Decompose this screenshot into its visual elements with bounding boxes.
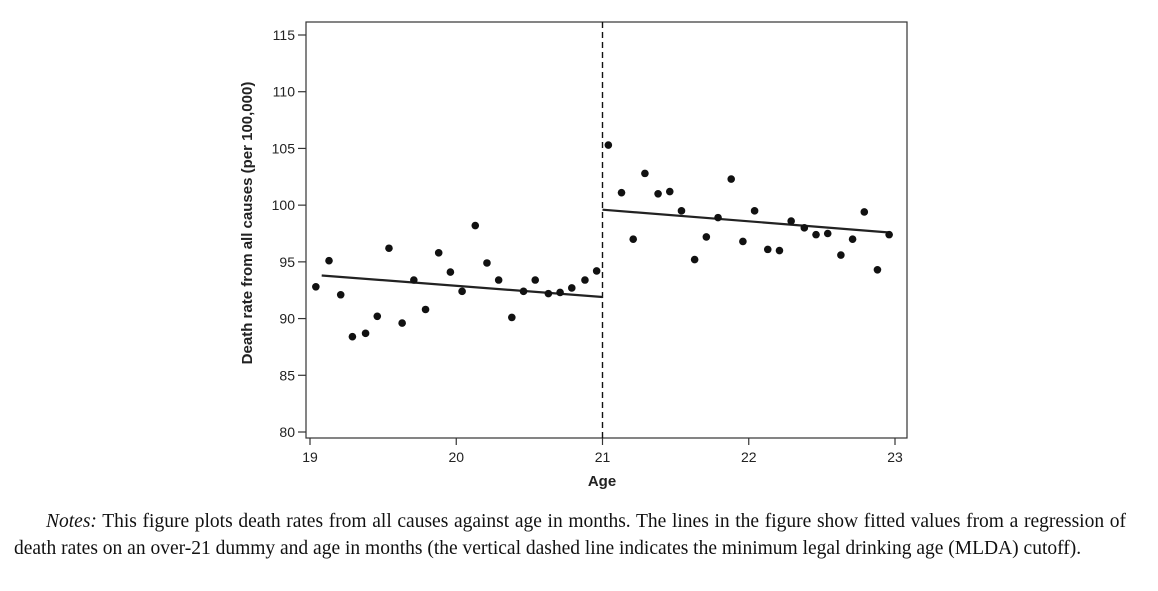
data-point <box>750 207 759 215</box>
data-point <box>641 169 649 178</box>
fitted-line <box>602 208 888 234</box>
data-point <box>410 276 418 284</box>
y-tick-label: 105 <box>272 140 296 156</box>
data-point <box>508 313 516 322</box>
plot-frame <box>305 21 908 439</box>
notes-text: This figure plots death rates from all c… <box>14 511 1126 559</box>
x-tick-label: 23 <box>887 449 903 465</box>
data-point <box>385 244 393 253</box>
x-axis-title: Age <box>588 473 616 490</box>
fitted-line <box>321 274 603 299</box>
y-tick-label: 90 <box>279 311 295 327</box>
data-point <box>837 251 845 259</box>
data-point <box>848 235 857 243</box>
data-point <box>727 175 735 183</box>
data-point <box>763 245 772 254</box>
y-tick-label: 80 <box>279 424 295 440</box>
data-point <box>592 267 601 275</box>
data-point <box>654 190 662 198</box>
data-point <box>812 230 820 239</box>
y-axis-title: Death rate from all causes (per 100,000) <box>239 82 256 365</box>
figure-notes: Notes: This figure plots death rates fro… <box>14 508 1126 562</box>
death-rate-chart: 80 85 90 95 100 105 110 115 19 20 21 22 23 Age Death… <box>239 21 908 490</box>
x-tick-label: 22 <box>741 449 757 465</box>
data-point <box>604 141 613 149</box>
data-point <box>434 248 443 257</box>
data-point <box>458 287 466 296</box>
notes-label: Notes: <box>46 511 97 532</box>
x-tick-label: 21 <box>595 449 611 465</box>
data-point <box>312 283 320 291</box>
data-point <box>714 213 722 222</box>
data-point <box>471 221 480 230</box>
data-point <box>629 235 638 243</box>
data-point <box>421 305 430 314</box>
data-point <box>544 289 553 298</box>
data-point <box>361 329 370 338</box>
data-point <box>873 265 882 274</box>
data-point <box>567 284 576 292</box>
data-point <box>860 208 869 216</box>
data-point <box>531 276 540 284</box>
x-tick-label: 19 <box>302 449 318 465</box>
data-point <box>702 233 711 241</box>
data-point <box>775 246 784 255</box>
data-point <box>665 187 674 196</box>
data-point <box>800 224 809 232</box>
y-tick-label: 110 <box>273 84 296 100</box>
y-tick-label: 85 <box>279 367 295 383</box>
data-point <box>325 256 333 265</box>
data-point <box>494 276 503 284</box>
data-point <box>398 319 406 327</box>
data-point <box>556 288 564 297</box>
y-tick-label: 115 <box>273 27 296 43</box>
data-point <box>690 255 699 264</box>
data-point <box>617 188 626 197</box>
y-tick-label: 95 <box>279 254 295 270</box>
data-point <box>823 229 832 238</box>
y-tick-label: 100 <box>272 197 296 213</box>
data-point <box>348 332 357 341</box>
data-point <box>373 312 382 321</box>
data-point <box>519 287 528 296</box>
data-point <box>739 237 747 246</box>
data-point <box>483 259 491 267</box>
data-point <box>787 217 795 225</box>
data-point <box>677 207 686 215</box>
data-point <box>336 290 345 299</box>
data-point <box>885 230 893 239</box>
data-point <box>581 276 589 284</box>
x-tick-label: 20 <box>448 449 464 465</box>
data-point <box>446 268 455 276</box>
